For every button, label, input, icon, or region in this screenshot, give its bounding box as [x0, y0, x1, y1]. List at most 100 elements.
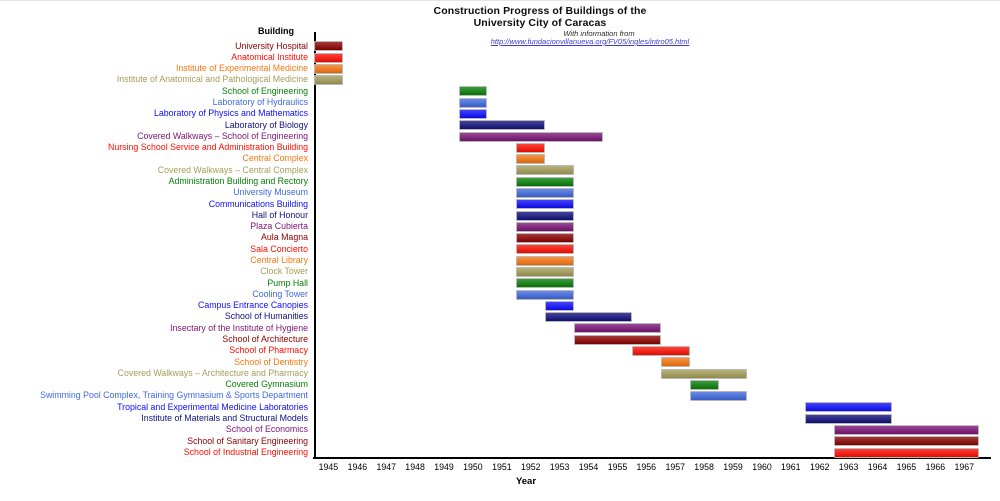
- x-tick-label: 1958: [694, 462, 714, 472]
- building-label: Central Library: [250, 255, 308, 265]
- construction-period-bar: [314, 52, 343, 63]
- x-tick-label: 1953: [549, 462, 570, 472]
- construction-period-bar: [516, 199, 575, 210]
- construction-period-bar: [834, 424, 979, 435]
- building-label: Laboratory of Biology: [224, 119, 308, 130]
- x-tick-label: 1964: [867, 462, 888, 472]
- x-tick-label: 1946: [347, 462, 368, 472]
- x-axis-title: Year: [515, 476, 537, 487]
- construction-period-bar: [574, 334, 661, 345]
- x-tick-label: 1947: [376, 462, 397, 472]
- chart-subtitle: With information from: [563, 29, 635, 38]
- construction-period-bar: [458, 120, 546, 131]
- construction-period-bar: [516, 244, 575, 255]
- construction-period-bar: [516, 165, 575, 176]
- building-label: Swimming Pool Complex, Training Gymnasiu…: [40, 390, 308, 401]
- x-tick-label: 1952: [521, 462, 541, 472]
- x-tick-label: 1948: [405, 462, 425, 472]
- construction-period-bar: [516, 233, 575, 244]
- construction-period-bar: [516, 289, 575, 300]
- construction-period-bar: [545, 300, 575, 311]
- construction-period-bar: [660, 368, 748, 379]
- construction-period-bar: [516, 221, 575, 232]
- building-label: Central Complex: [242, 153, 308, 164]
- x-tick-label: 1965: [896, 462, 917, 472]
- construction-period-bar: [516, 187, 575, 198]
- chart-title-line2: University City of Caracas: [473, 17, 607, 29]
- x-tick-label: 1959: [723, 462, 743, 472]
- building-label: University Museum: [233, 187, 308, 198]
- x-tick-label: 1962: [810, 462, 830, 472]
- building-label: Covered Walkways – Central Complex: [157, 164, 308, 175]
- y-axis-line: [314, 32, 316, 458]
- construction-period-bar: [631, 345, 690, 356]
- construction-period-bar: [834, 447, 979, 458]
- building-label: Cooling Tower: [252, 288, 308, 299]
- construction-period-bar: [516, 176, 575, 187]
- building-label: School of Economics: [225, 424, 308, 435]
- building-label: Institute of Anatomical and Pathological…: [116, 74, 308, 85]
- building-label: School of Dentistry: [234, 356, 308, 367]
- x-axis-line: [313, 457, 991, 459]
- source-url-link[interactable]: http://www.fundacionvillanueva.org/FV05/…: [490, 37, 690, 46]
- building-label: Communications Building: [208, 198, 308, 209]
- building-label: Covered Walkways – Architecture and Phar…: [117, 367, 308, 378]
- building-label: Pump Hall: [267, 277, 308, 288]
- construction-period-bar: [516, 255, 575, 266]
- x-tick-label: 1950: [463, 462, 483, 472]
- building-label: Covered Walkways – School of Engineering: [137, 130, 308, 141]
- building-label: School of Pharmacy: [229, 345, 308, 356]
- building-label: Laboratory of Hydraulics: [212, 97, 308, 108]
- construction-period-bar: [689, 379, 719, 390]
- x-tick-label: 1956: [636, 462, 657, 472]
- construction-period-bar: [314, 63, 343, 74]
- x-tick-label: 1945: [318, 462, 339, 472]
- building-label: Nursing School Service and Administratio…: [108, 142, 308, 153]
- construction-period-bar: [689, 391, 748, 402]
- construction-period-bar: [458, 109, 488, 119]
- building-label: School of Sanitary Engineering: [187, 435, 308, 446]
- x-tick-label: 1966: [925, 462, 946, 472]
- x-tick-label: 1957: [665, 462, 686, 472]
- building-label: School of Engineering: [221, 85, 308, 96]
- building-label: Sala Concierto: [250, 243, 308, 254]
- building-label: University Hospital: [235, 40, 308, 51]
- construction-period-bar: [574, 323, 661, 334]
- construction-period-bar: [458, 97, 488, 108]
- building-label: Insectary of the Institute of Hygiene: [170, 322, 308, 333]
- chart-title-line1: Construction Progress of Buildings of th…: [433, 5, 647, 17]
- construction-period-bar: [516, 154, 546, 165]
- building-label: Aula Magna: [261, 232, 308, 243]
- construction-period-bar: [805, 413, 892, 424]
- building-label: Institute of Experimental Medicine: [175, 63, 308, 74]
- construction-period-bar: [314, 41, 343, 52]
- building-label: Institute of Materials and Structural Mo…: [141, 413, 308, 423]
- construction-period-bar: [545, 312, 632, 323]
- x-tick-label: 1963: [838, 462, 859, 472]
- building-column-header: Building: [258, 26, 294, 36]
- x-tick-label: 1954: [578, 462, 599, 472]
- building-label: School of Industrial Engineering: [183, 446, 308, 457]
- building-label: Laboratory of Physics and Mathematics: [153, 108, 308, 119]
- building-label: School of Architecture: [222, 334, 308, 344]
- construction-period-bar: [834, 436, 979, 447]
- construction-period-bar: [516, 278, 575, 289]
- construction-period-bar: [516, 210, 575, 221]
- building-label: School of Humanities: [224, 311, 308, 322]
- building-label: Covered Gymnasium: [225, 379, 308, 390]
- x-tick-label: 1951: [492, 462, 512, 472]
- x-tick-label: 1961: [781, 462, 801, 472]
- construction-period-bar: [805, 402, 892, 413]
- construction-period-bar: [516, 266, 575, 277]
- construction-period-bar: [660, 357, 690, 368]
- building-label: Hall of Honour: [251, 209, 308, 220]
- building-label: Tropical and Experimental Medicine Labor…: [117, 401, 308, 412]
- construction-period-bar: [314, 75, 343, 86]
- building-label: Campus Entrance Canopies: [197, 300, 308, 311]
- building-label: Anatomical Institute: [231, 51, 308, 62]
- x-tick-label: 1967: [954, 462, 975, 472]
- x-tick-label: 1949: [434, 462, 454, 472]
- building-label: Administration Building and Rectory: [168, 176, 308, 187]
- construction-period-bar: [458, 86, 488, 97]
